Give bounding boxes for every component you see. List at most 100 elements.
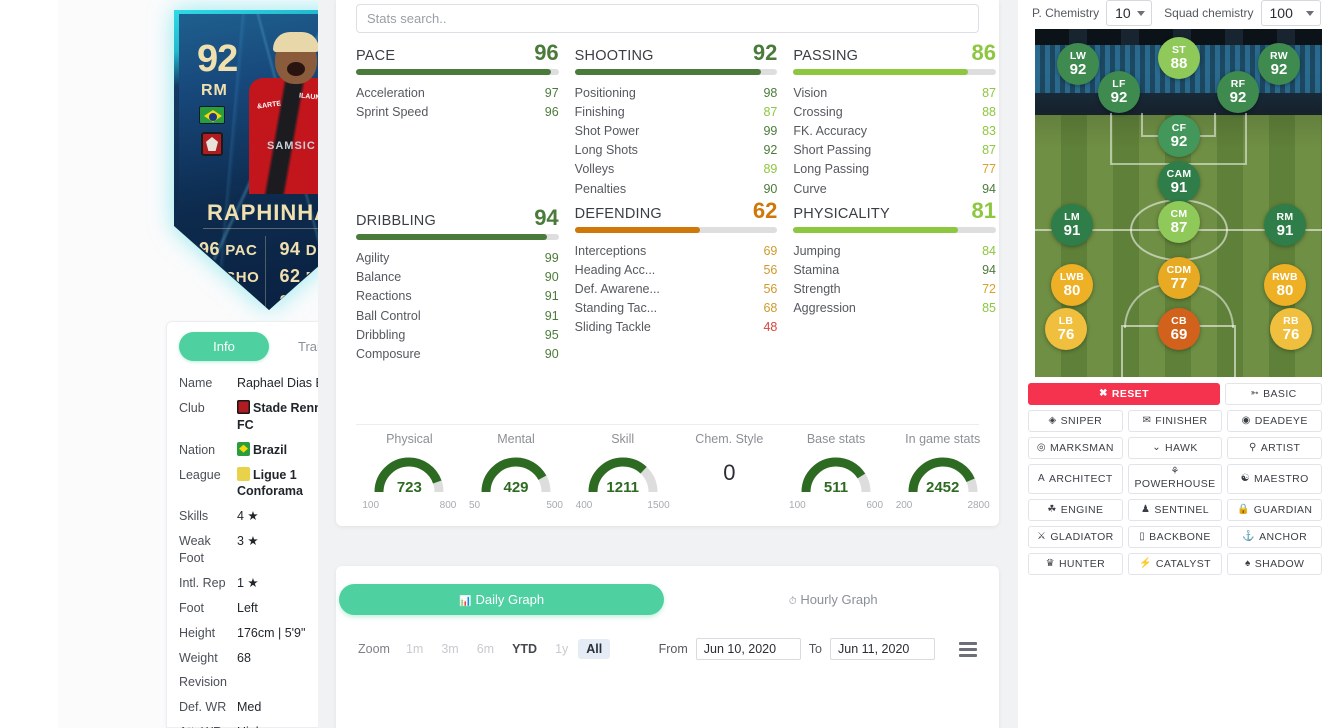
stat-block-header: SHOOTING 92 bbox=[575, 42, 778, 65]
stat-sub-name: Balance bbox=[356, 270, 402, 285]
position-chip-rw[interactable]: RW 92 bbox=[1258, 43, 1300, 85]
gauge: Chem. Style 0 bbox=[676, 432, 783, 512]
card-stat-value: 86 bbox=[199, 292, 221, 310]
chem-style-label: DEADEYE bbox=[1254, 415, 1308, 427]
position-chip-lm[interactable]: LM 91 bbox=[1051, 204, 1093, 246]
stat-sub-name: Reactions bbox=[356, 289, 412, 304]
chem-style-marksman-button[interactable]: ◎ MARKSMAN bbox=[1028, 437, 1123, 459]
chem-style-anchor-button[interactable]: ⚓ ANCHOR bbox=[1227, 526, 1323, 548]
info-key: Foot bbox=[179, 600, 205, 615]
squad-chemistry-select[interactable]: 100 bbox=[1260, 0, 1321, 26]
position-chip-rwb[interactable]: RWB 80 bbox=[1264, 264, 1306, 306]
chem-style-gladiator-button[interactable]: ⚔ GLADIATOR bbox=[1028, 526, 1123, 548]
chem-style-hawk-button[interactable]: ⌄ HAWK bbox=[1127, 437, 1223, 459]
gauge-max: 800 bbox=[439, 500, 457, 511]
chem-style-engine-button[interactable]: ☘ ENGINE bbox=[1028, 499, 1123, 521]
squad-chemistry-value: 100 bbox=[1269, 5, 1293, 21]
chem-style-finisher-button[interactable]: ✉ FINISHER bbox=[1127, 410, 1223, 432]
stat-sub-name: Penalties bbox=[574, 181, 627, 196]
zoom-button-1m[interactable]: 1m bbox=[405, 642, 424, 656]
stat-sub-value: 94 bbox=[982, 181, 997, 196]
zoom-button-3m[interactable]: 3m bbox=[441, 642, 459, 656]
zoom-button-6m[interactable]: 6m bbox=[476, 642, 495, 656]
stat-block-header: DRIBBLING 94 bbox=[356, 207, 559, 230]
position-rating: 76 bbox=[1057, 326, 1075, 344]
info-value-text: 176cm | 5'9" bbox=[237, 625, 306, 640]
info-value: 176cm | 5'9" bbox=[237, 625, 359, 642]
stat-sub-name: Ball Control bbox=[356, 308, 421, 323]
info-row: Att. WRHigh bbox=[179, 720, 359, 728]
gauge-value: 2452 bbox=[926, 479, 960, 496]
chem-style-architect-button[interactable]: A ARCHITECT bbox=[1028, 464, 1123, 494]
stat-sub-row: Acceleration 97 bbox=[356, 83, 559, 102]
position-chip-lw[interactable]: LW 92 bbox=[1057, 43, 1099, 85]
chem-style-basic-button[interactable]: ➳ BASIC bbox=[1225, 383, 1322, 405]
position-chip-st[interactable]: ST 88 bbox=[1158, 37, 1200, 79]
player-chemistry-select[interactable]: 10 bbox=[1106, 0, 1153, 26]
chem-style-deadeye-button[interactable]: ◉ DEADEYE bbox=[1227, 410, 1323, 432]
chem-style-guardian-button[interactable]: 🔒 GUARDIAN bbox=[1227, 499, 1323, 521]
chem-style-maestro-button[interactable]: ☯ MAESTRO bbox=[1227, 464, 1323, 494]
player-chemistry-value: 10 bbox=[1115, 5, 1131, 21]
stat-sub-row: Sprint Speed 96 bbox=[356, 102, 559, 121]
daily-graph-button[interactable]: 📊 Daily Graph bbox=[339, 584, 665, 615]
position-chip-rf[interactable]: RF 92 bbox=[1217, 71, 1259, 113]
from-label: From bbox=[658, 642, 688, 656]
info-key: Def. WR bbox=[179, 700, 227, 715]
chem-style-hunter-button[interactable]: ♛ HUNTER bbox=[1028, 553, 1123, 575]
info-key: Att. WR bbox=[179, 724, 237, 728]
position-chip-rb[interactable]: RB 76 bbox=[1270, 308, 1312, 350]
stat-sub-value: 56 bbox=[763, 262, 778, 277]
zoom-button-ytd[interactable]: YTD bbox=[512, 642, 538, 656]
chem-style-artist-button[interactable]: ⚲ ARTIST bbox=[1227, 437, 1323, 459]
info-value: Left bbox=[237, 600, 359, 617]
position-chip-lwb[interactable]: LWB 80 bbox=[1051, 264, 1093, 306]
position-chip-lb[interactable]: LB 76 bbox=[1045, 308, 1087, 350]
position-chip-cf[interactable]: CF 92 bbox=[1158, 115, 1200, 157]
gauge-value: 511 bbox=[823, 479, 849, 496]
position-chip-lf[interactable]: LF 92 bbox=[1098, 71, 1140, 113]
pitch-view[interactable]: LW 92 ST 88 RW 92 LF 92 RF 92 CF 92 CAM 91 LM 91 CM 87 RM 9… bbox=[1035, 29, 1322, 377]
graph-menu-icon[interactable] bbox=[959, 641, 977, 657]
position-label: CDM bbox=[1166, 263, 1192, 276]
info-value: Ligue 1 Conforama bbox=[237, 466, 359, 501]
chem-style-reset-button[interactable]: ✖ RESET bbox=[1028, 383, 1220, 405]
position-chip-cam[interactable]: CAM 91 bbox=[1158, 161, 1200, 203]
info-value: Brazil bbox=[237, 441, 359, 459]
stat-sub-row: Short Passing 87 bbox=[793, 141, 996, 160]
chem-style-sentinel-button[interactable]: ♟ SENTINEL bbox=[1127, 499, 1223, 521]
position-chip-rm[interactable]: RM 91 bbox=[1264, 204, 1306, 246]
info-row: Def. WR Med bbox=[179, 695, 359, 720]
chem-style-sniper-button[interactable]: ◈ SNIPER bbox=[1028, 410, 1123, 432]
stat-sub-name: Crossing bbox=[793, 104, 843, 119]
hourly-graph-button[interactable]: ⏱ Hourly Graph bbox=[671, 584, 996, 615]
zoom-button-1y[interactable]: 1y bbox=[555, 642, 569, 656]
chem-style-label: ARTIST bbox=[1260, 442, 1301, 454]
search-input[interactable] bbox=[356, 4, 979, 33]
artist-icon: ⚲ bbox=[1249, 442, 1257, 453]
zoom-button-all[interactable]: All bbox=[578, 639, 611, 659]
chem-style-row: ✖ RESET ➳ BASIC bbox=[1028, 383, 1322, 405]
card-stat-value: 94 bbox=[279, 239, 301, 259]
position-rating: 92 bbox=[1110, 89, 1128, 107]
chem-style-powerhouse-button[interactable]: ⚘ POWERHOUSE bbox=[1127, 464, 1223, 494]
position-chip-cm[interactable]: CM 87 bbox=[1158, 201, 1200, 243]
position-chip-cb[interactable]: CB 69 bbox=[1158, 308, 1200, 350]
chem-style-backbone-button[interactable]: ▯ BACKBONE bbox=[1127, 526, 1223, 548]
chem-style-shadow-button[interactable]: ♠ SHADOW bbox=[1227, 553, 1323, 575]
stat-sub-value: 69 bbox=[763, 243, 778, 258]
stat-sub-value: 90 bbox=[544, 270, 559, 285]
tab-info[interactable]: Info bbox=[179, 332, 269, 361]
chem-style-catalyst-button[interactable]: ⚡ CATALYST bbox=[1127, 553, 1223, 575]
gauge-scale: 100 600 bbox=[789, 500, 883, 512]
gauge-scale: 50 500 bbox=[469, 500, 563, 512]
chem-style-label: HAWK bbox=[1165, 442, 1198, 454]
stat-sub-row: Crossing 88 bbox=[793, 102, 996, 121]
position-chip-cdm[interactable]: CDM 77 bbox=[1158, 257, 1200, 299]
from-date-input[interactable] bbox=[695, 638, 801, 660]
gauge-value: 723 bbox=[396, 479, 422, 496]
card-divider bbox=[203, 228, 335, 229]
gladiator-icon: ⚔ bbox=[1036, 531, 1047, 542]
to-date-input[interactable] bbox=[830, 638, 935, 660]
info-key: Weak Foot bbox=[179, 534, 211, 565]
